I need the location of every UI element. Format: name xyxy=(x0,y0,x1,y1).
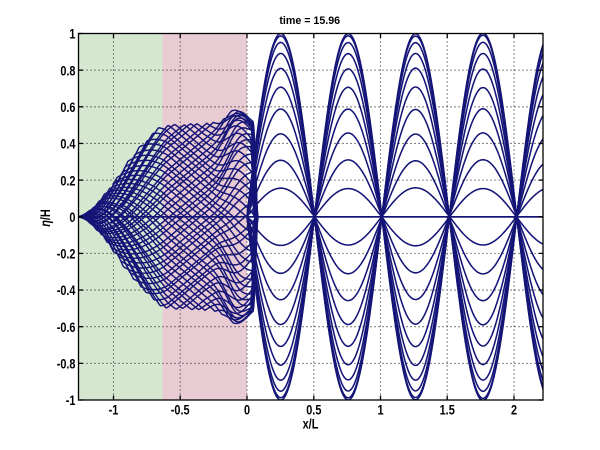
svg-text:0.6: 0.6 xyxy=(60,100,75,116)
svg-text:1: 1 xyxy=(69,26,75,42)
svg-text:2: 2 xyxy=(511,402,517,418)
svg-text:η/H: η/H xyxy=(38,209,54,227)
svg-text:0.8: 0.8 xyxy=(60,63,75,79)
svg-text:0: 0 xyxy=(244,402,250,418)
svg-text:-0.2: -0.2 xyxy=(57,246,76,262)
svg-text:0.4: 0.4 xyxy=(60,136,75,152)
svg-text:-0.8: -0.8 xyxy=(57,356,76,372)
svg-text:time = 15.96: time = 15.96 xyxy=(279,15,340,27)
svg-text:0.5: 0.5 xyxy=(306,402,321,418)
svg-text:1: 1 xyxy=(377,402,383,418)
svg-text:-0.5: -0.5 xyxy=(171,402,190,418)
svg-text:-0.4: -0.4 xyxy=(57,283,76,299)
svg-text:0.2: 0.2 xyxy=(60,173,75,189)
svg-text:x/L: x/L xyxy=(303,416,319,432)
svg-text:1.5: 1.5 xyxy=(440,402,455,418)
svg-text:-1: -1 xyxy=(109,402,119,418)
svg-text:-1: -1 xyxy=(66,393,76,409)
svg-text:-0.6: -0.6 xyxy=(57,320,76,336)
svg-text:0: 0 xyxy=(69,210,75,226)
